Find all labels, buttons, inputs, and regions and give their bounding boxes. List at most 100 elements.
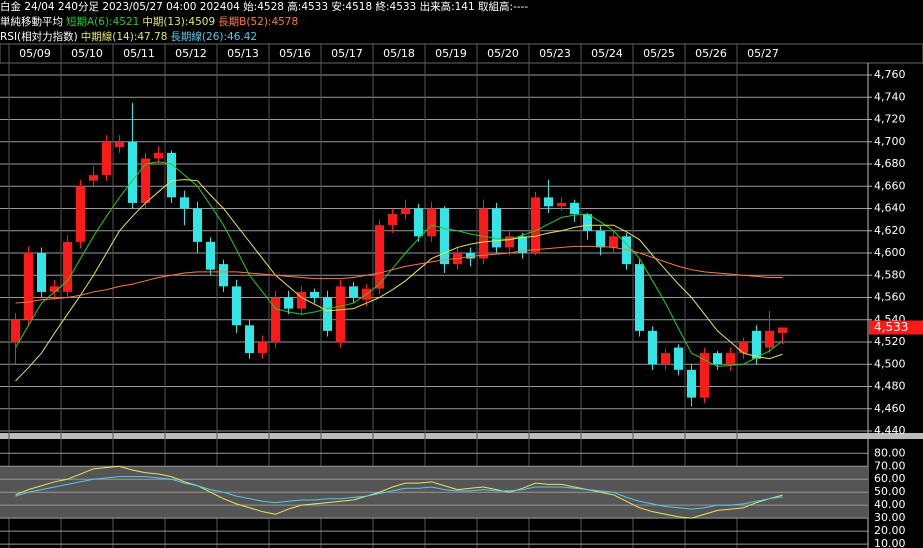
candle-body	[661, 353, 670, 365]
candle-body	[492, 208, 501, 248]
candle-body	[531, 197, 540, 253]
x-tick-label: 05/16	[279, 47, 311, 60]
x-tick-label: 05/17	[331, 47, 363, 60]
candle-body	[609, 236, 618, 248]
candle-body	[180, 197, 189, 209]
y-tick-label: 4,740	[874, 90, 906, 103]
candle-body	[89, 175, 98, 181]
candle-body	[206, 241, 215, 270]
x-tick-label: 05/13	[227, 47, 259, 60]
candle-body	[648, 330, 657, 365]
candle-body	[349, 286, 358, 298]
rsi-title: RSI(相対力指数)	[0, 31, 78, 43]
rsi-line	[15, 476, 783, 510]
candle-body	[518, 236, 527, 253]
candle-body	[596, 230, 605, 248]
candle-body	[414, 208, 423, 237]
panel-divider	[0, 433, 923, 439]
y-tick-label: 4,440	[874, 424, 906, 437]
candle-body	[583, 214, 592, 231]
candle-body	[297, 291, 306, 309]
x-tick-label: 05/20	[487, 47, 519, 60]
price-info: 白金 24/04 240分足 2023/05/27 04:00 202404 始…	[0, 1, 529, 13]
candle-body	[739, 342, 748, 354]
candle-body	[622, 236, 631, 265]
candle-body	[128, 141, 137, 203]
y-tick-label: 4,520	[874, 335, 906, 348]
candle-body	[37, 253, 46, 292]
last-price-box	[869, 320, 923, 335]
candle-body	[427, 208, 436, 237]
candle-body	[687, 369, 696, 398]
candle-body	[167, 152, 176, 198]
x-tick-label: 05/10	[71, 47, 103, 60]
date-row	[0, 43, 923, 64]
x-tick-label: 05/09	[19, 47, 51, 60]
candle-body	[674, 347, 683, 370]
legend-entry: 長期線(26):46.42	[170, 31, 258, 43]
legend-entry: 長期B(52):4578	[218, 16, 299, 28]
x-tick-label: 05/25	[643, 47, 675, 60]
candle-body	[232, 286, 241, 326]
candle-body	[115, 141, 124, 148]
y-tick-label: 4,700	[874, 135, 906, 148]
candle-body	[570, 202, 579, 215]
ma-legend: 単純移動平均 短期A(6):4521 中期(13):4509 長期B(52):4578	[0, 15, 923, 30]
candle-body	[544, 197, 553, 207]
rsi-legend: RSI(相対力指数) 中期線(14):47.78 長期線(26):46.42	[0, 30, 923, 45]
candle-body	[323, 297, 332, 331]
candle-body	[778, 327, 787, 334]
rsi-line	[15, 465, 783, 519]
y-tick-label: 4,460	[874, 402, 906, 415]
candle-body	[50, 286, 59, 292]
candle-body	[700, 353, 709, 398]
y-tick-label: 4,640	[874, 202, 906, 215]
y-tick-label: 4,560	[874, 291, 906, 304]
candle-body	[271, 297, 280, 342]
y-tick-label: 10.00	[874, 537, 906, 548]
candle-body	[154, 152, 163, 159]
candle-body	[557, 202, 566, 207]
legend-entry: 中期(13):4509	[142, 16, 216, 28]
candle-body	[765, 330, 774, 348]
y-tick-label: 50.00	[874, 485, 906, 498]
y-tick-label: 4,500	[874, 357, 906, 370]
candle-body	[752, 330, 761, 359]
candle-body	[713, 353, 722, 365]
candle-body	[388, 214, 397, 226]
candle-body	[466, 253, 475, 259]
candle-body	[726, 353, 735, 365]
candle-body	[258, 342, 267, 354]
candle-body	[245, 325, 254, 354]
legend-entry: 短期A(6):4521	[66, 16, 140, 28]
y-tick-label: 4,720	[874, 113, 906, 126]
x-tick-label: 05/12	[175, 47, 207, 60]
candle-body	[63, 241, 72, 292]
candle-body	[635, 264, 644, 331]
candle-body	[76, 186, 85, 242]
candle-body	[336, 286, 345, 342]
ma-title: 単純移動平均	[0, 16, 63, 28]
candle-body	[102, 141, 111, 176]
candle-body	[479, 208, 488, 259]
y-tick-label: 30.00	[874, 511, 906, 524]
y-tick-label: 60.00	[874, 472, 906, 485]
x-tick-label: 05/18	[383, 47, 415, 60]
y-tick-label: 70.00	[874, 459, 906, 472]
x-tick-label: 05/27	[747, 47, 779, 60]
y-tick-label: 4,600	[874, 246, 906, 259]
candle-body	[401, 208, 410, 215]
candle-body	[505, 236, 514, 248]
x-tick-label: 05/24	[591, 47, 623, 60]
header: 白金 24/04 240分足 2023/05/27 04:00 202404 始…	[0, 0, 923, 45]
y-tick-label: 4,620	[874, 224, 906, 237]
x-tick-label: 05/11	[123, 47, 155, 60]
candle-body	[284, 297, 293, 309]
candle-body	[375, 225, 384, 289]
candle-body	[440, 208, 449, 265]
candle-body	[24, 253, 33, 320]
y-tick-label: 4,480	[874, 380, 906, 393]
y-tick-label: 4,660	[874, 179, 906, 192]
ma-line	[15, 161, 783, 367]
